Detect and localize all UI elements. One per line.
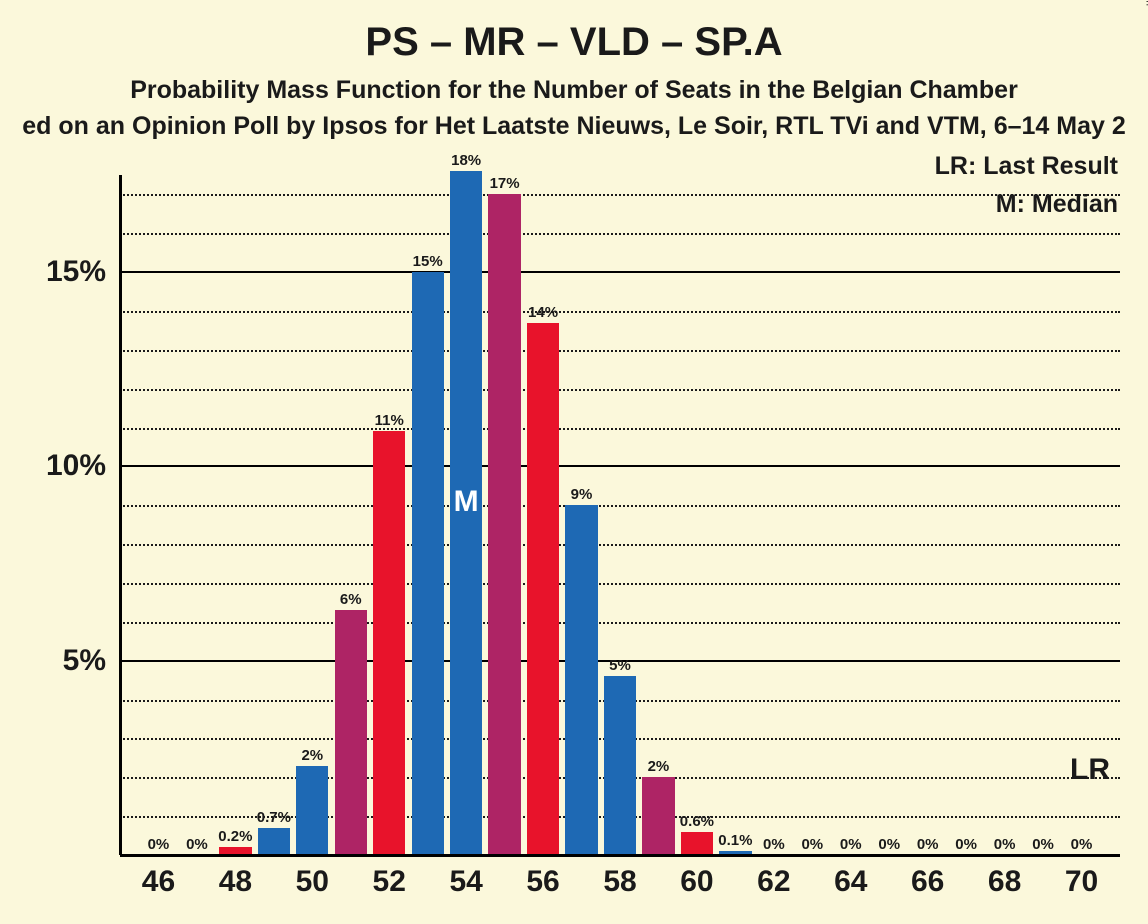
bar: 9% xyxy=(565,505,597,855)
bar-label: 0% xyxy=(955,836,977,855)
grid-minor xyxy=(120,544,1120,546)
bar-label: 0% xyxy=(148,836,170,855)
bar-label: 18% xyxy=(451,152,481,171)
grid-major xyxy=(120,465,1120,467)
bar-label: 0% xyxy=(878,836,900,855)
x-tick-label: 68 xyxy=(988,855,1021,899)
bar: 14% xyxy=(527,323,559,855)
bar: 2% xyxy=(296,766,328,855)
bar: 5% xyxy=(604,676,636,855)
y-tick-label: 15% xyxy=(46,255,120,289)
bar-label: 0% xyxy=(917,836,939,855)
grid-minor xyxy=(120,350,1120,352)
chart-subtitle-2: ed on an Opinion Poll by Ipsos for Het L… xyxy=(0,112,1148,141)
x-tick-label: 54 xyxy=(449,855,482,899)
bar-label: 0.2% xyxy=(218,828,252,847)
grid-minor xyxy=(120,583,1120,585)
bar-label: 9% xyxy=(571,486,593,505)
bar: 17% xyxy=(488,194,520,855)
bar-label: 0% xyxy=(763,836,785,855)
y-tick-label: 10% xyxy=(46,449,120,483)
grid-minor xyxy=(120,428,1120,430)
bar-label: 0.1% xyxy=(718,832,752,851)
bar-label: 15% xyxy=(413,253,443,272)
x-tick-label: 56 xyxy=(526,855,559,899)
chart-canvas: PS – MR – VLD – SP.A Probability Mass Fu… xyxy=(0,0,1148,924)
bar-label: 0% xyxy=(186,836,208,855)
bar-label: 2% xyxy=(648,758,670,777)
bar-label: 0.7% xyxy=(257,809,291,828)
chart-title: PS – MR – VLD – SP.A xyxy=(0,20,1148,65)
x-tick-label: 66 xyxy=(911,855,944,899)
bar-label: 6% xyxy=(340,591,362,610)
last-result-mark: LR xyxy=(1070,753,1110,787)
bar: 0.6% xyxy=(681,832,713,855)
grid-minor xyxy=(120,505,1120,507)
grid-minor xyxy=(120,233,1120,235)
chart-subtitle-1: Probability Mass Function for the Number… xyxy=(0,76,1148,105)
x-tick-label: 60 xyxy=(680,855,713,899)
y-axis-line xyxy=(119,175,122,855)
bar-label: 2% xyxy=(301,747,323,766)
x-tick-label: 58 xyxy=(603,855,636,899)
copyright-text: © 2019 Filip van Laenen xyxy=(1144,0,1148,6)
bar: 15% xyxy=(412,272,444,855)
grid-minor xyxy=(120,311,1120,313)
grid-minor xyxy=(120,194,1120,196)
bar: 6% xyxy=(335,610,367,855)
bar-label: 0% xyxy=(1032,836,1054,855)
bar-label: 0% xyxy=(1071,836,1093,855)
bar-label: 0% xyxy=(801,836,823,855)
bar-label: 11% xyxy=(375,412,404,431)
grid-minor xyxy=(120,622,1120,624)
y-tick-label: 5% xyxy=(63,644,120,678)
bar-label: 0% xyxy=(840,836,862,855)
bar: 11% xyxy=(373,431,405,855)
x-tick-label: 52 xyxy=(373,855,406,899)
median-mark: M xyxy=(454,485,479,519)
grid-minor xyxy=(120,389,1120,391)
bar-label: 0.6% xyxy=(680,813,714,832)
grid-major xyxy=(120,271,1120,273)
bar: 2% xyxy=(642,777,674,855)
x-tick-label: 46 xyxy=(142,855,175,899)
x-tick-label: 62 xyxy=(757,855,790,899)
bar: 0.7% xyxy=(258,828,290,855)
bar: 18%M xyxy=(450,171,482,855)
x-tick-label: 70 xyxy=(1065,855,1098,899)
bar-label: 17% xyxy=(490,175,520,194)
bar-label: 14% xyxy=(528,304,558,323)
x-tick-label: 48 xyxy=(219,855,252,899)
plot-area: 5%10%15%0%0%0.2%0.7%2%6%11%15%18%M17%14%… xyxy=(120,175,1120,855)
x-tick-label: 50 xyxy=(296,855,329,899)
bar-label: 5% xyxy=(609,657,631,676)
x-tick-label: 64 xyxy=(834,855,867,899)
bar-label: 0% xyxy=(994,836,1016,855)
